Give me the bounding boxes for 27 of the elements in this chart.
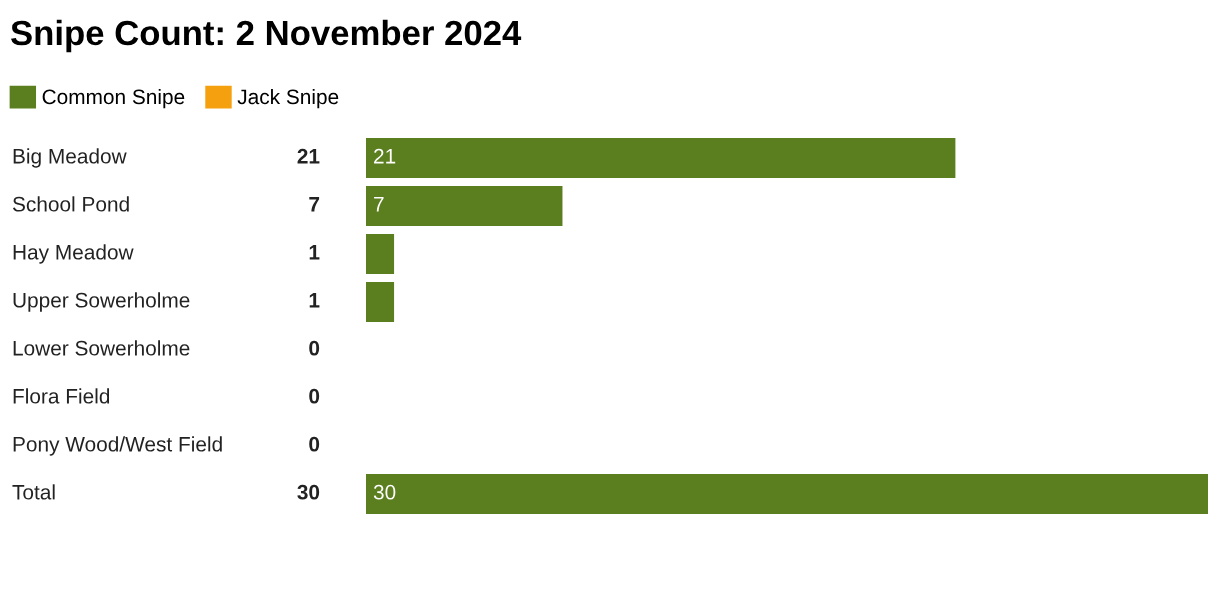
data-label: 30 — [373, 484, 396, 500]
legend-label: Common Snipe — [42, 88, 185, 109]
total-label: 0 — [309, 388, 320, 404]
total-label: 1 — [309, 245, 320, 260]
total-label: 7 — [309, 197, 320, 212]
y-tick-label: Flora Field — [13, 388, 110, 404]
total-label: 30 — [297, 484, 320, 500]
total-label: 21 — [297, 148, 320, 164]
chart-title: Snipe Count: 2 November 2024 — [11, 19, 522, 53]
y-tick-label: Total — [12, 484, 55, 500]
y-tick-label: Lower Sowerholme — [13, 340, 190, 356]
y-tick-label: Upper Sowerholme — [13, 292, 190, 312]
y-tick-label: Hay Meadow — [13, 244, 134, 264]
bar — [366, 474, 1208, 514]
legend-label: Jack Snipe — [237, 88, 339, 109]
bar — [366, 282, 395, 322]
bar — [366, 186, 563, 226]
y-tick-label: Pony Wood/West Field — [13, 436, 222, 456]
total-label: 1 — [309, 293, 320, 308]
y-tick-label: School Pond — [12, 196, 129, 212]
total-label: 0 — [309, 436, 320, 452]
bar — [366, 234, 395, 274]
data-label: 7 — [374, 197, 384, 212]
total-label: 0 — [309, 340, 320, 356]
y-tick-label: Big Meadow — [13, 148, 127, 168]
data-label: 21 — [374, 148, 396, 164]
bar — [366, 138, 956, 178]
